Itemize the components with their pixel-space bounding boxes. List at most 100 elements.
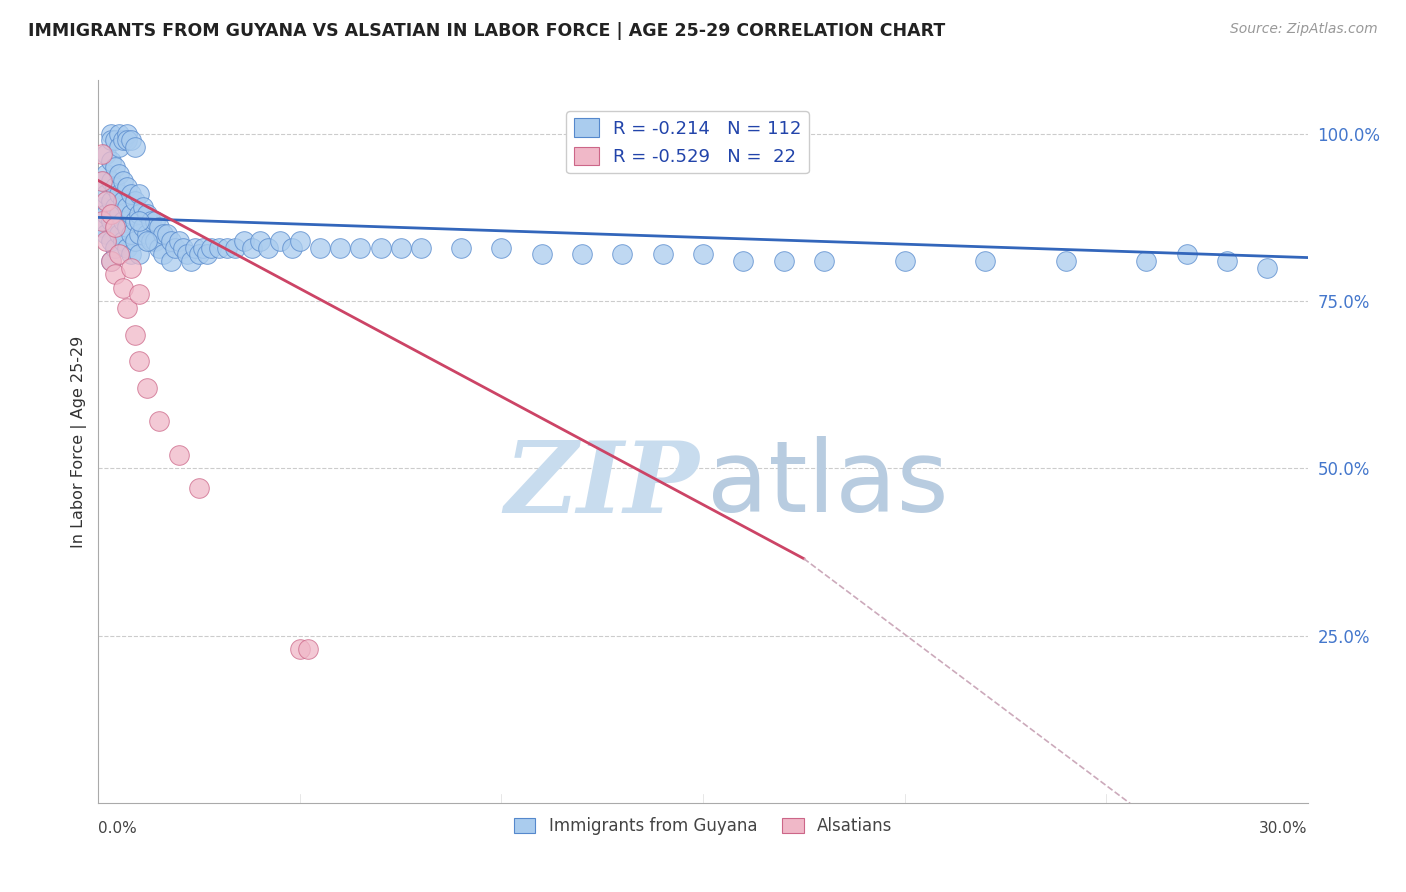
Point <box>111 173 134 188</box>
Point <box>100 214 122 228</box>
Point <box>115 220 138 235</box>
Point <box>111 234 134 248</box>
Point <box>120 260 142 275</box>
Point <box>135 381 157 395</box>
Point <box>96 147 118 161</box>
Point <box>103 220 125 235</box>
Point <box>100 173 122 188</box>
Point <box>530 247 553 261</box>
Point <box>124 140 146 154</box>
Point <box>115 301 138 315</box>
Point <box>128 187 150 202</box>
Point <box>115 127 138 141</box>
Point <box>135 207 157 221</box>
Point <box>143 214 166 228</box>
Point <box>124 214 146 228</box>
Point <box>128 214 150 228</box>
Point <box>115 241 138 255</box>
Point <box>120 207 142 221</box>
Point <box>124 327 146 342</box>
Point <box>167 234 190 248</box>
Point <box>217 241 239 255</box>
Point <box>651 247 673 261</box>
Point <box>128 207 150 221</box>
Point <box>120 134 142 148</box>
Point <box>148 241 170 255</box>
Point <box>389 241 412 255</box>
Point <box>107 227 129 242</box>
Point <box>107 247 129 261</box>
Point <box>370 241 392 255</box>
Point <box>103 220 125 235</box>
Point <box>163 241 186 255</box>
Point <box>100 234 122 248</box>
Point <box>974 254 997 268</box>
Point <box>139 214 162 228</box>
Point <box>107 167 129 181</box>
Text: ZIP: ZIP <box>505 437 699 533</box>
Point <box>1175 247 1198 261</box>
Point <box>103 134 125 148</box>
Point <box>1054 254 1077 268</box>
Point <box>100 207 122 221</box>
Point <box>208 241 231 255</box>
Point <box>115 134 138 148</box>
Text: 30.0%: 30.0% <box>1260 821 1308 836</box>
Point <box>124 194 146 208</box>
Point <box>813 254 835 268</box>
Point <box>103 241 125 255</box>
Point <box>91 214 114 228</box>
Point <box>180 254 202 268</box>
Point <box>103 161 125 175</box>
Text: atlas: atlas <box>707 436 948 533</box>
Point <box>409 241 432 255</box>
Point <box>156 227 179 242</box>
Point <box>103 180 125 194</box>
Point <box>491 241 513 255</box>
Point <box>120 187 142 202</box>
Point <box>733 254 755 268</box>
Point <box>176 247 198 261</box>
Point <box>143 234 166 248</box>
Point <box>91 173 114 188</box>
Point <box>1256 260 1278 275</box>
Point <box>309 241 332 255</box>
Point <box>120 227 142 242</box>
Point <box>100 194 122 208</box>
Point <box>612 247 634 261</box>
Point <box>128 354 150 368</box>
Point <box>103 268 125 282</box>
Point <box>160 254 183 268</box>
Point <box>128 247 150 261</box>
Point <box>115 201 138 215</box>
Point <box>450 241 472 255</box>
Point <box>329 241 352 255</box>
Point <box>100 127 122 141</box>
Point <box>172 241 194 255</box>
Point <box>107 207 129 221</box>
Point <box>107 127 129 141</box>
Point <box>96 227 118 242</box>
Text: 0.0%: 0.0% <box>98 821 138 836</box>
Point <box>188 482 211 496</box>
Point <box>107 140 129 154</box>
Text: IMMIGRANTS FROM GUYANA VS ALSATIAN IN LABOR FORCE | AGE 25-29 CORRELATION CHART: IMMIGRANTS FROM GUYANA VS ALSATIAN IN LA… <box>28 22 945 40</box>
Text: Source: ZipAtlas.com: Source: ZipAtlas.com <box>1230 22 1378 37</box>
Point <box>103 201 125 215</box>
Point <box>193 241 215 255</box>
Point <box>96 207 118 221</box>
Point <box>772 254 794 268</box>
Point <box>269 234 291 248</box>
Point <box>96 167 118 181</box>
Point <box>349 241 371 255</box>
Point <box>91 173 114 188</box>
Point <box>96 187 118 202</box>
Point <box>107 187 129 202</box>
Point <box>232 234 254 248</box>
Point <box>91 220 114 235</box>
Point <box>135 227 157 242</box>
Point <box>128 227 150 242</box>
Point <box>188 247 211 261</box>
Point <box>96 234 118 248</box>
Point <box>249 234 271 248</box>
